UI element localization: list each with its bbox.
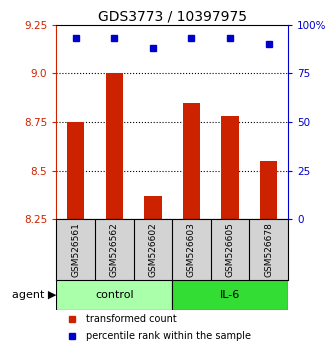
Text: GSM526561: GSM526561	[71, 222, 80, 277]
Bar	[106, 73, 123, 219]
Title: GDS3773 / 10397975: GDS3773 / 10397975	[98, 10, 247, 24]
Bar	[144, 196, 162, 219]
Bar	[172, 280, 288, 310]
Text: GSM526605: GSM526605	[225, 222, 235, 277]
Text: control: control	[95, 290, 133, 300]
Text: transformed count: transformed count	[86, 314, 177, 324]
Bar	[56, 280, 172, 310]
Text: GSM526678: GSM526678	[264, 222, 273, 277]
Bar	[221, 116, 239, 219]
Text: IL-6: IL-6	[220, 290, 240, 300]
Text: GSM526602: GSM526602	[148, 222, 157, 277]
Text: GSM526562: GSM526562	[110, 222, 119, 277]
Bar	[67, 122, 84, 219]
Bar	[260, 161, 277, 219]
Text: agent ▶: agent ▶	[12, 290, 56, 300]
Text: GSM526603: GSM526603	[187, 222, 196, 277]
Bar	[183, 103, 200, 219]
Text: percentile rank within the sample: percentile rank within the sample	[86, 331, 251, 341]
